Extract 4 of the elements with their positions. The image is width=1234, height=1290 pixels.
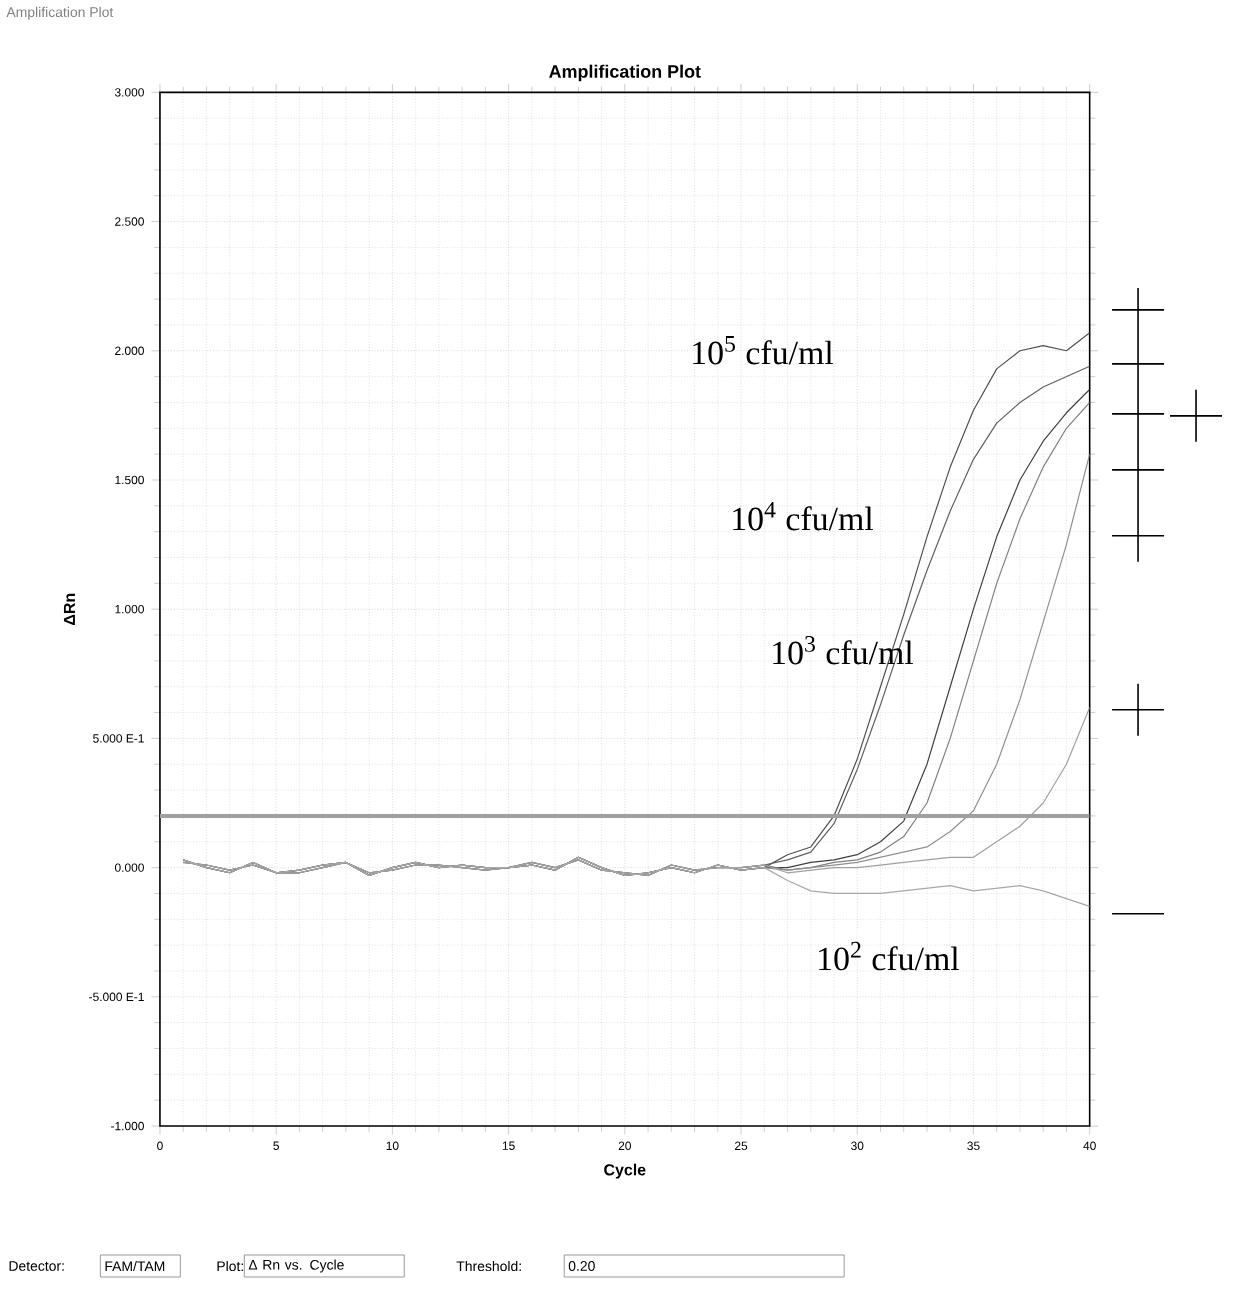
annotation: 10$^{2}$ cfu/ml <box>819 941 960 971</box>
annotation: 10$^{4}$ cfu/ml <box>733 502 874 531</box>
annotation: 10$^{5}$ cfu/ml <box>693 336 834 365</box>
chart-title: Amplification Plot <box>549 64 701 82</box>
